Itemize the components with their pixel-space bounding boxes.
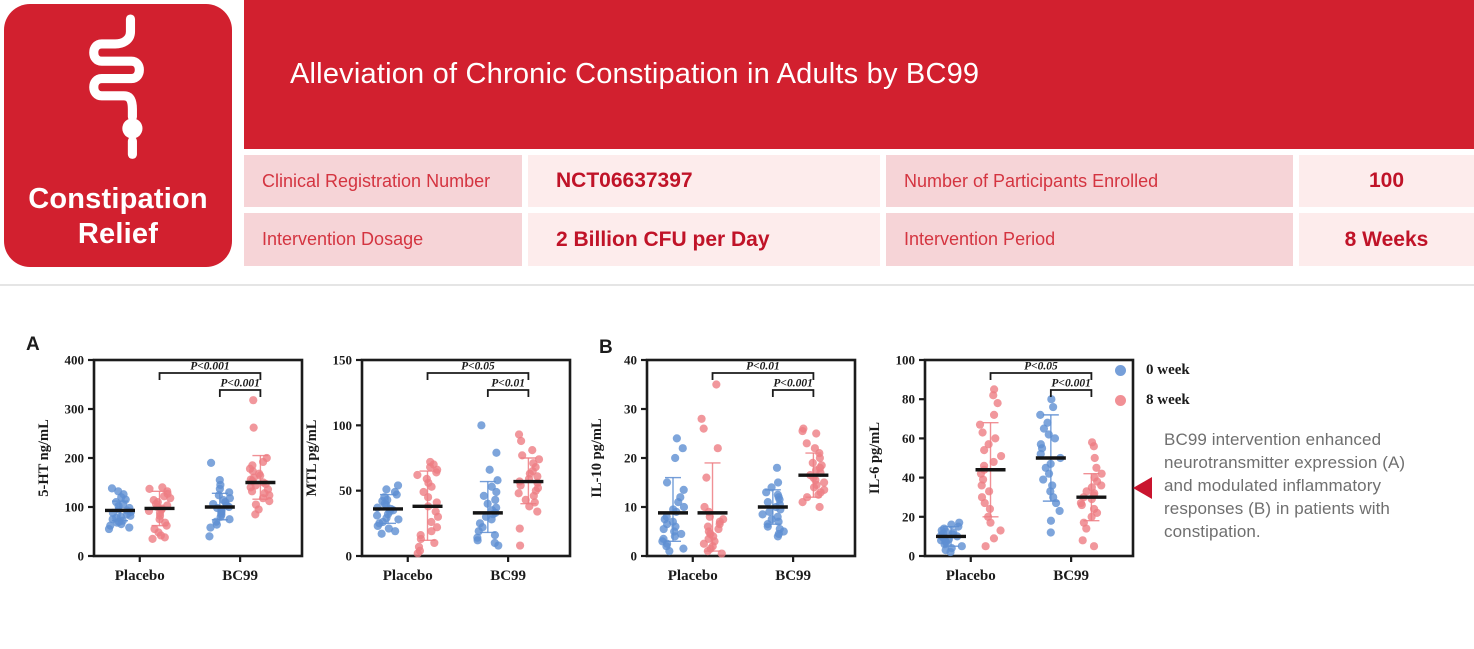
svg-text:5-HT ng/mL: 5-HT ng/mL [36, 419, 52, 497]
intestine-icon [89, 14, 144, 159]
svg-text:Placebo: Placebo [383, 568, 433, 584]
legend-item-0-week: 0 week [1115, 360, 1190, 380]
svg-text:150: 150 [333, 353, 353, 368]
svg-text:MTL pg/mL: MTL pg/mL [304, 419, 320, 496]
scatter-plot-5ht: 0 100 200 300 400 5-HT ng/mL Placebo BC99 P<0.00… [36, 353, 304, 584]
svg-text:40: 40 [902, 470, 915, 485]
svg-text:10: 10 [624, 500, 637, 515]
svg-text:50: 50 [339, 483, 352, 498]
legend-dot-8-week-icon [1115, 394, 1126, 406]
svg-text:100: 100 [333, 418, 353, 433]
svg-text:Placebo: Placebo [668, 568, 718, 584]
svg-text:0: 0 [631, 549, 638, 564]
svg-text:400: 400 [65, 353, 85, 368]
svg-text:IL-6 pg/mL: IL-6 pg/mL [867, 422, 883, 494]
svg-text:20: 20 [902, 509, 915, 524]
logo-title-line2: Relief [77, 218, 159, 250]
svg-text:300: 300 [65, 402, 85, 417]
panel-label-b: B [599, 337, 613, 358]
table-label-participants-enrolled: Number of Participants Enrolled [886, 155, 1293, 207]
svg-text:100: 100 [896, 353, 916, 368]
table-label-intervention-period: Intervention Period [886, 213, 1293, 266]
svg-text:BC99: BC99 [775, 568, 811, 584]
svg-text:P<0.001: P<0.001 [190, 361, 229, 373]
svg-text:30: 30 [624, 402, 637, 417]
annotation-text: BC99 intervention enhanced neurotransmit… [1164, 430, 1406, 541]
svg-text:20: 20 [624, 451, 637, 466]
svg-text:BC99: BC99 [222, 568, 258, 584]
svg-text:P<0.05: P<0.05 [1024, 361, 1058, 373]
svg-text:0: 0 [909, 549, 916, 564]
logo-title-line1: Constipation [28, 183, 208, 215]
svg-text:IL-10 pg/mL: IL-10 pg/mL [589, 418, 605, 498]
svg-text:Placebo: Placebo [115, 568, 165, 584]
panel-label-a: A [26, 334, 40, 355]
svg-text:80: 80 [902, 392, 915, 407]
logo-title: Constipation Relief [4, 182, 232, 252]
legend-label-8-week: 8 week [1146, 391, 1190, 408]
table-value-registration-number: NCT06637397 [528, 155, 880, 207]
svg-text:P<0.001: P<0.001 [220, 378, 259, 390]
svg-text:BC99: BC99 [490, 568, 526, 584]
legend-item-8-week: 8 week [1115, 390, 1190, 410]
scatter-plot-mtl: 0 50 100 150 MTL pg/mL Placebo BC99 P<0.05 P<0.0… [304, 353, 572, 584]
section-divider [0, 284, 1474, 286]
svg-text:P<0.01: P<0.01 [491, 378, 525, 390]
legend-dot-0-week-icon [1115, 364, 1126, 376]
callout-arrow-icon [1133, 477, 1152, 499]
logo: Constipation Relief [4, 4, 232, 267]
svg-text:P<0.001: P<0.001 [1051, 378, 1090, 390]
table-value-intervention-dosage: 2 Billion CFU per Day [528, 213, 880, 266]
svg-text:100: 100 [65, 500, 85, 515]
svg-text:Placebo: Placebo [946, 568, 996, 584]
svg-text:0: 0 [78, 549, 85, 564]
svg-text:BC99: BC99 [1053, 568, 1089, 584]
svg-text:P<0.001: P<0.001 [773, 378, 812, 390]
svg-text:40: 40 [624, 353, 637, 368]
svg-text:200: 200 [65, 451, 85, 466]
table-label-clinical-registration-number: Clinical Registration Number [244, 155, 522, 207]
table-label-intervention-dosage: Intervention Dosage [244, 213, 522, 266]
page-title: Alleviation of Chronic Constipation in A… [290, 58, 980, 90]
chart-legend: 0 week 8 week [1115, 360, 1190, 420]
svg-text:60: 60 [902, 431, 915, 446]
table-value-participants-enrolled: 100 [1299, 155, 1474, 207]
info-table: Clinical Registration Number NCT06637397… [244, 155, 1474, 267]
scatter-plot-il10: 0 10 20 30 40 IL-10 pg/mL Placebo BC99 P<0.01 P<0… [589, 353, 857, 584]
svg-text:P<0.01: P<0.01 [746, 361, 780, 373]
svg-text:0: 0 [346, 549, 353, 564]
legend-label-0-week: 0 week [1146, 361, 1190, 378]
table-value-intervention-period: 8 Weeks [1299, 213, 1474, 266]
scatter-plot-il6: 0 20 40 60 80 100 IL-6 pg/mL Placebo BC99 P<0.05 P… [867, 353, 1135, 584]
svg-text:P<0.05: P<0.05 [461, 361, 495, 373]
header-banner: Alleviation of Chronic Constipation in A… [244, 0, 1474, 149]
